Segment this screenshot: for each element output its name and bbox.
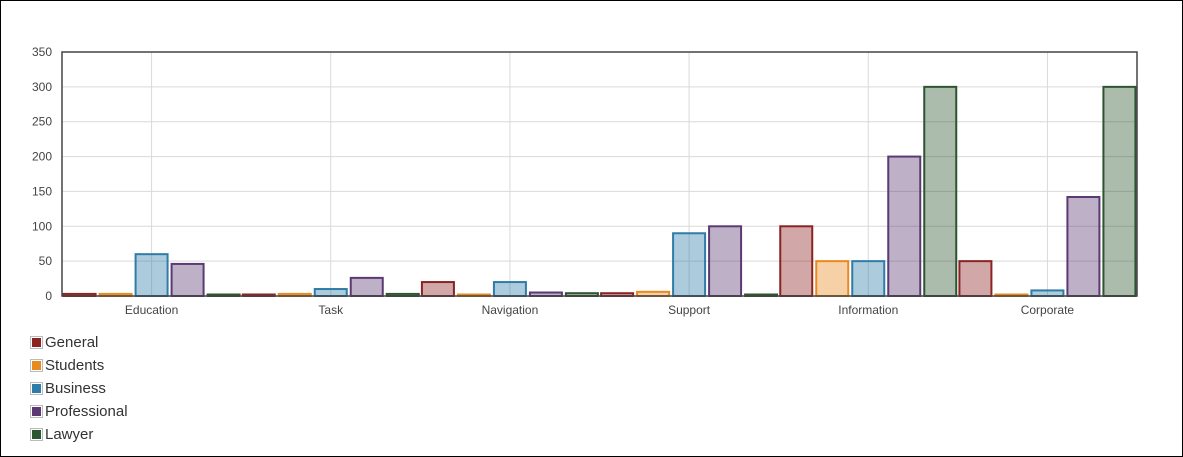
bar-general-information[interactable] <box>779 225 814 298</box>
x-tick-label: Support <box>668 303 711 317</box>
y-tick-label: 50 <box>39 254 53 268</box>
axes: 0 50 100 150 200 250 300 350 Education Task Naviga… <box>32 45 1138 317</box>
bar-business-information[interactable] <box>851 260 886 297</box>
y-tick-label: 300 <box>32 80 52 94</box>
y-tick-label: 150 <box>32 184 52 198</box>
legend: General Students Business Professional Lawye… <box>30 331 128 446</box>
bar-general-corporate[interactable] <box>958 260 993 297</box>
legend-swatch <box>30 382 43 395</box>
bar-business-navigation[interactable] <box>492 281 527 297</box>
legend-swatch <box>30 336 43 349</box>
bar-professional-task[interactable] <box>349 276 384 298</box>
bar-lawyer-corporate[interactable] <box>1102 85 1137 297</box>
y-tick-label: 350 <box>32 45 52 59</box>
bar-professional-information[interactable] <box>887 155 922 297</box>
bar-professional-education[interactable] <box>170 262 205 297</box>
x-tick-label: Information <box>838 303 898 317</box>
bar-business-support[interactable] <box>672 232 707 297</box>
legend-item-students[interactable]: Students <box>30 354 128 377</box>
plot-border <box>61 51 1138 297</box>
legend-item-lawyer[interactable]: Lawyer <box>30 423 128 446</box>
bar-professional-corporate[interactable] <box>1066 196 1101 297</box>
y-tick-label: 250 <box>32 115 52 129</box>
y-tick-label: 200 <box>32 150 52 164</box>
bar-business-education[interactable] <box>134 253 169 298</box>
bar-lawyer-information[interactable] <box>923 85 958 297</box>
legend-item-general[interactable]: General <box>30 331 128 354</box>
x-tick-label: Navigation <box>482 303 539 317</box>
bar-business-corporate[interactable] <box>1030 289 1065 297</box>
legend-label: Lawyer <box>45 426 94 443</box>
legend-swatch <box>30 405 43 418</box>
legend-label: Students <box>45 357 105 374</box>
y-tick-label: 100 <box>32 219 52 233</box>
legend-item-professional[interactable]: Professional <box>30 400 128 423</box>
y-tick-label: 0 <box>45 289 52 303</box>
bar-students-information[interactable] <box>815 260 850 297</box>
bar-business-task[interactable] <box>313 288 348 297</box>
bar-professional-support[interactable] <box>708 225 743 298</box>
grid <box>62 51 1137 297</box>
legend-label: Business <box>45 380 106 397</box>
bar-general-navigation[interactable] <box>420 281 455 297</box>
x-tick-label: Education <box>125 303 178 317</box>
legend-swatch <box>30 359 43 372</box>
legend-label: Professional <box>45 403 128 420</box>
legend-swatch <box>30 428 43 441</box>
x-tick-label: Task <box>318 303 344 317</box>
legend-item-business[interactable]: Business <box>30 377 128 400</box>
x-tick-label: Corporate <box>1021 303 1075 317</box>
legend-label: General <box>45 334 99 351</box>
